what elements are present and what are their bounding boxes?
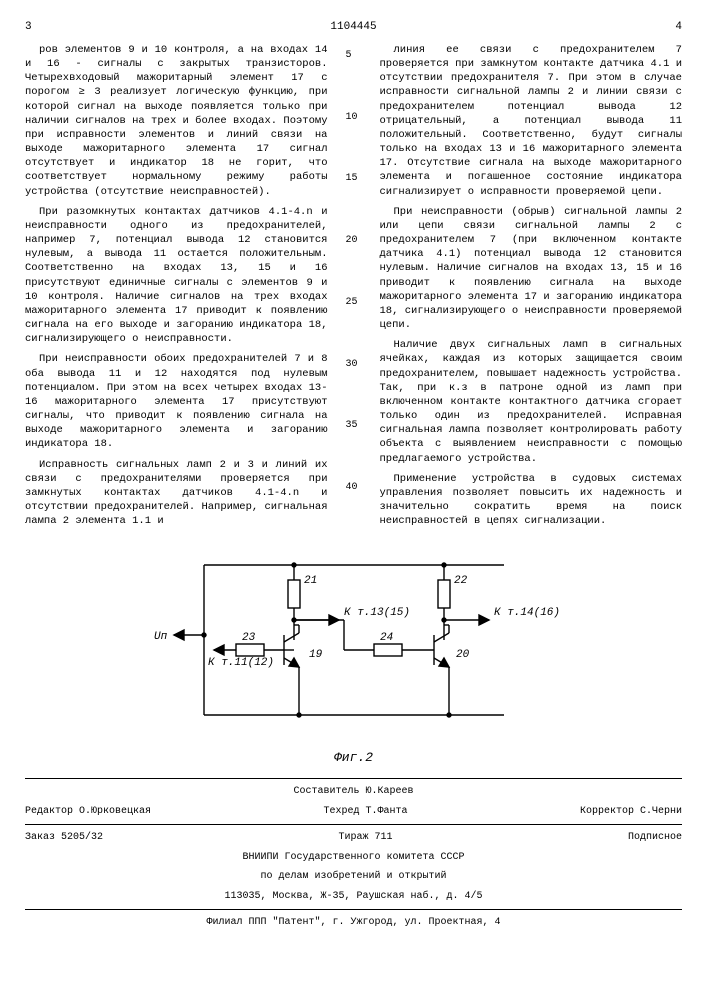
divider: [25, 824, 682, 825]
org1: ВНИИПИ Государственного комитета СССР: [25, 851, 682, 865]
ln: 25: [346, 296, 362, 310]
para: Исправность сигнальных ламп 2 и 3 и лини…: [25, 458, 328, 529]
para: Применение устройства в судовых системах…: [380, 472, 683, 529]
label-23: 23: [242, 632, 256, 644]
editor: Редактор О.Юрковецкая: [25, 805, 151, 819]
tirazh: Тираж 711: [338, 831, 392, 845]
para: При разомкнутых контактах датчиков 4.1-4…: [25, 205, 328, 347]
page-header: 3 1104445 4: [25, 20, 682, 35]
org2: по делам изобретений и открытий: [25, 870, 682, 884]
circuit-svg: Uп 21 22 23 24 19 20 К т.11(12) К т.13(1…: [144, 545, 564, 745]
para: Наличие двух сигнальных ламп в сигнальны…: [380, 338, 683, 466]
label-k11: К т.11(12): [208, 657, 274, 669]
credits-row: Редактор О.Юрковецкая Техред Т.Фанта Кор…: [25, 805, 682, 819]
ln: 35: [346, 419, 362, 433]
label-24: 24: [380, 632, 393, 644]
order: Заказ 5205/32: [25, 831, 103, 845]
ln: 10: [346, 111, 362, 125]
ln: 20: [346, 234, 362, 248]
label-19: 19: [309, 649, 323, 661]
para: линия ее связи с предохранителем 7 прове…: [380, 43, 683, 199]
corrector: Корректор С.Черни: [580, 805, 682, 819]
para: При неисправности обоих предохранителей …: [25, 352, 328, 451]
compiler: Составитель Ю.Кареев: [25, 785, 682, 799]
page-right: 4: [675, 20, 682, 35]
label-k13: К т.13(15): [344, 607, 410, 619]
text-columns: ров элементов 9 и 10 контроля, а на вход…: [25, 43, 682, 535]
line-numbers: 5 10 15 20 25 30 35 40: [346, 43, 362, 535]
ln: 40: [346, 481, 362, 495]
label-20: 20: [456, 649, 470, 661]
circuit-figure: Uп 21 22 23 24 19 20 К т.11(12) К т.13(1…: [25, 545, 682, 767]
order-row: Заказ 5205/32 Тираж 711 Подписное: [25, 831, 682, 845]
label-22: 22: [454, 575, 468, 587]
figure-caption: Фиг.2: [25, 749, 682, 767]
label-k14: К т.14(16): [494, 607, 560, 619]
branch: Филиал ППП "Патент", г. Ужгород, ул. Про…: [25, 916, 682, 930]
techred: Техред Т.Фанта: [323, 805, 407, 819]
left-column: ров элементов 9 и 10 контроля, а на вход…: [25, 43, 328, 535]
footer: Составитель Ю.Кареев Редактор О.Юрковецк…: [25, 785, 682, 930]
para: При неисправности (обрыв) сигнальной лам…: [380, 205, 683, 333]
ln: 5: [346, 49, 362, 63]
ln: 15: [346, 172, 362, 186]
ln: 30: [346, 358, 362, 372]
page-left: 3: [25, 20, 32, 35]
doc-number: 1104445: [32, 20, 676, 35]
sign: Подписное: [628, 831, 682, 845]
para: ров элементов 9 и 10 контроля, а на вход…: [25, 43, 328, 199]
addr1: 113035, Москва, Ж-35, Раушская наб., д. …: [25, 890, 682, 904]
divider: [25, 778, 682, 779]
divider: [25, 909, 682, 910]
label-up: Uп: [154, 631, 168, 643]
label-21: 21: [304, 575, 317, 587]
right-column: линия ее связи с предохранителем 7 прове…: [380, 43, 683, 535]
